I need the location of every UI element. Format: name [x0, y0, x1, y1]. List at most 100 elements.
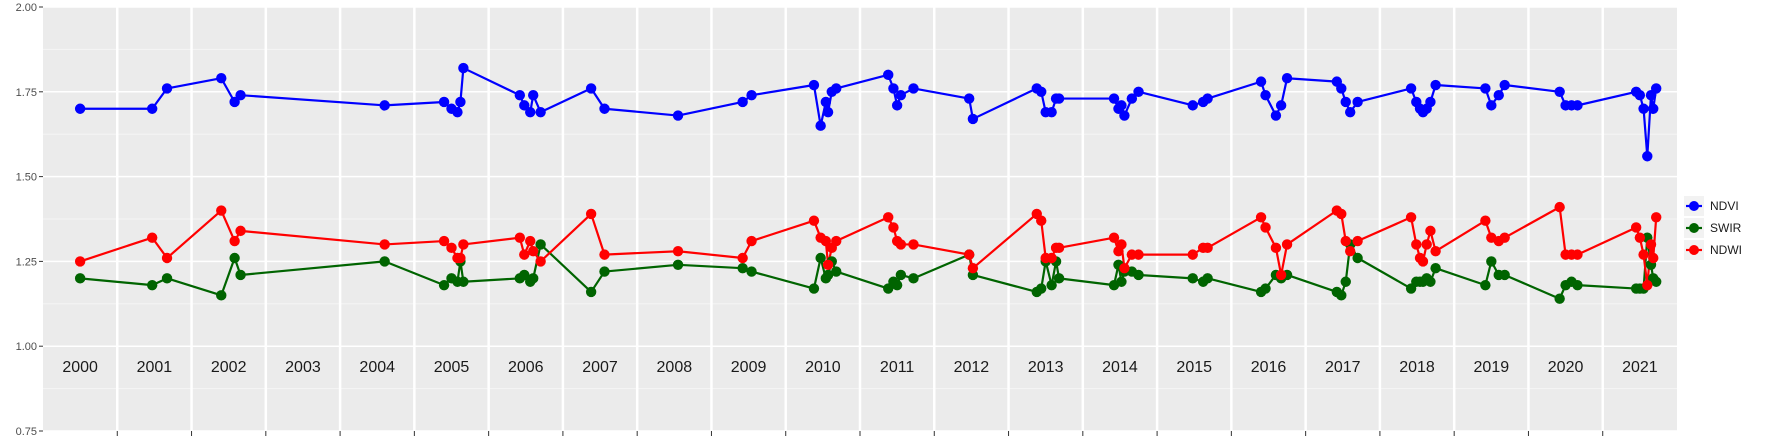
data-point-ndvi — [1260, 89, 1271, 101]
data-point-swir — [831, 266, 842, 277]
legend-label-ndvi: NDVI — [1710, 199, 1739, 213]
data-point-swir — [1133, 269, 1144, 281]
data-point-ndwi — [1651, 212, 1662, 223]
data-point-ndwi — [883, 212, 894, 223]
data-point-ndwi — [525, 235, 536, 247]
data-point-ndwi — [161, 252, 173, 264]
data-point-ndwi — [1119, 262, 1130, 274]
legend-label-ndwi: NDWI — [1710, 243, 1742, 257]
data-point-ndvi — [585, 83, 597, 94]
data-point-ndvi — [1053, 93, 1065, 104]
data-point-ndvi — [1108, 93, 1120, 104]
data-point-ndvi — [1642, 151, 1653, 162]
data-point-ndwi — [1116, 239, 1127, 250]
data-point-ndwi — [519, 249, 530, 260]
data-point-ndwi — [1255, 212, 1267, 223]
year-label: 2014 — [1102, 359, 1138, 376]
y-tick-label: 2.00 — [16, 2, 37, 14]
data-point-ndwi — [1499, 232, 1510, 243]
data-point-ndvi — [1036, 86, 1047, 98]
data-point-ndvi — [1554, 86, 1565, 98]
data-point-ndvi — [672, 110, 684, 121]
data-point-ndvi — [455, 96, 466, 108]
data-point-ndvi — [1480, 83, 1491, 94]
data-point-ndwi — [1202, 242, 1213, 254]
data-point-ndvi — [1486, 100, 1497, 111]
data-point-swir — [235, 269, 246, 281]
data-point-swir — [1499, 269, 1510, 281]
data-point-ndwi — [535, 256, 546, 267]
data-point-ndvi — [1405, 83, 1417, 94]
data-point-swir — [599, 266, 610, 277]
data-point-swir — [1651, 276, 1662, 287]
data-point-ndwi — [1345, 246, 1356, 257]
data-point-swir — [1352, 252, 1363, 264]
data-point-swir — [1046, 279, 1057, 291]
data-point-ndwi — [831, 235, 842, 247]
y-tick-label: 0.75 — [16, 426, 37, 438]
year-label: 2021 — [1622, 359, 1658, 376]
year-label: 2015 — [1176, 359, 1212, 376]
data-point-swir — [1430, 262, 1441, 274]
data-point-ndwi — [235, 225, 246, 237]
data-point-swir — [1554, 293, 1565, 304]
data-point-ndwi — [458, 239, 469, 250]
data-point-ndvi — [146, 103, 158, 114]
data-point-ndwi — [963, 249, 975, 260]
data-point-ndwi — [1405, 212, 1417, 223]
data-point-ndvi — [831, 83, 842, 94]
data-point-ndwi — [822, 259, 834, 270]
data-point-ndwi — [514, 232, 526, 243]
data-point-ndvi — [908, 83, 919, 94]
data-point-ndvi — [1572, 100, 1583, 111]
data-point-swir — [74, 273, 86, 284]
year-label: 2008 — [657, 359, 693, 376]
data-point-swir — [229, 252, 240, 264]
data-point-swir — [438, 279, 450, 291]
data-point-swir — [458, 276, 469, 287]
data-point-swir — [535, 239, 546, 250]
data-point-ndvi — [1634, 89, 1646, 101]
data-point-swir — [519, 269, 530, 281]
major-gridlines — [43, 6, 1677, 432]
data-point-ndwi — [1421, 239, 1432, 250]
year-label: 2019 — [1474, 359, 1510, 376]
data-point-ndvi — [519, 100, 530, 111]
year-label: 2002 — [211, 359, 247, 376]
data-point-swir — [1036, 283, 1047, 294]
data-point-ndvi — [895, 89, 907, 101]
year-label: 2020 — [1548, 359, 1584, 376]
data-point-ndvi — [1345, 106, 1356, 118]
data-point-ndvi — [963, 93, 975, 104]
data-point-ndwi — [967, 262, 979, 274]
data-point-ndwi — [1630, 222, 1642, 233]
data-point-ndwi — [1634, 232, 1646, 243]
data-point-ndvi — [525, 106, 536, 118]
data-point-swir — [822, 269, 834, 281]
data-point-swir — [891, 279, 903, 291]
data-point-ndwi — [1187, 249, 1198, 260]
data-point-swir — [1116, 276, 1127, 287]
data-point-ndvi — [888, 83, 899, 94]
data-point-swir — [895, 269, 907, 281]
data-point-ndwi — [1645, 239, 1657, 250]
data-point-ndvi — [808, 79, 820, 91]
data-point-ndvi — [1638, 103, 1649, 114]
data-point-swir — [146, 279, 158, 291]
y-tick-label: 1.00 — [16, 341, 37, 353]
data-point-swir — [737, 262, 748, 274]
data-point-ndvi — [599, 103, 610, 114]
data-point-ndvi — [1352, 96, 1363, 108]
data-point-ndwi — [1642, 279, 1653, 291]
year-labels: 2000 2001 2002 2003 2004 2005 2006 2007 2008 2009… — [62, 359, 1657, 376]
data-point-ndvi — [891, 100, 903, 111]
year-label: 2003 — [285, 359, 321, 376]
data-point-ndvi — [1281, 73, 1293, 84]
data-point-ndwi — [737, 252, 748, 264]
data-point-ndwi — [146, 232, 158, 243]
data-point-ndvi — [1126, 93, 1138, 104]
data-point-ndwi — [1133, 249, 1144, 260]
data-point-ndwi — [1340, 235, 1351, 247]
data-point-ndvi — [967, 113, 979, 125]
